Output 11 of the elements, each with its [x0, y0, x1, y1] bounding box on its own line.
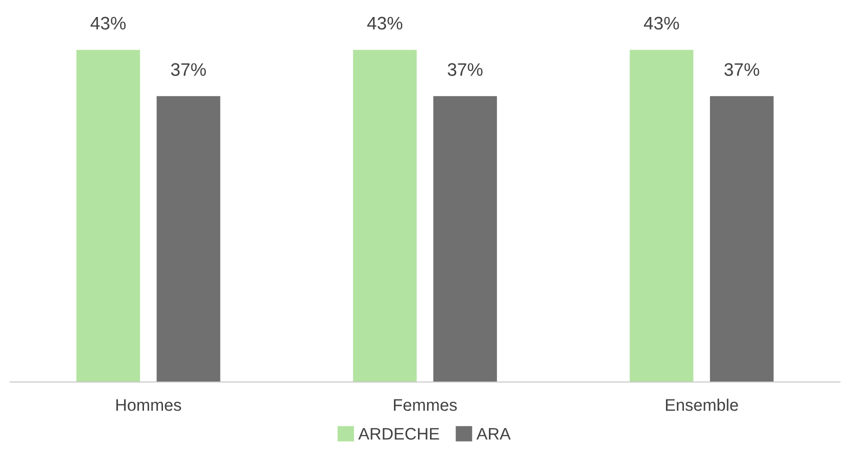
data-label: 37% — [724, 63, 760, 76]
x-tick-label: Ensemble — [666, 398, 738, 411]
data-label: 43% — [644, 16, 679, 30]
data-label: 37% — [448, 63, 483, 76]
x-tick-label: Femmes — [394, 399, 457, 411]
data-label: 43% — [367, 16, 402, 30]
x-tick-label: Hommes — [116, 399, 182, 411]
legend-label: ARDECHE — [358, 428, 440, 440]
legend-label: ARA — [476, 428, 511, 440]
data-label: 43% — [90, 16, 126, 30]
data-label: 37% — [171, 63, 206, 76]
